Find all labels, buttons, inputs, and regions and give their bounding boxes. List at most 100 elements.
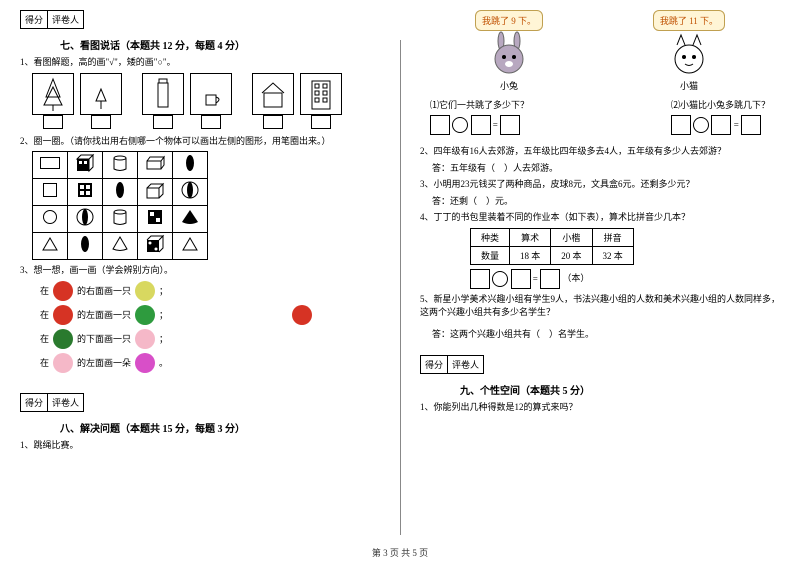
input-box[interactable] (741, 115, 761, 135)
op-box[interactable] (693, 117, 709, 133)
score-label: 得分 (21, 394, 48, 411)
text: 在 (40, 308, 49, 321)
td: 数量 (471, 246, 510, 264)
section-7-title: 七、看图说话（本题共 12 分，每题 4 分） (60, 37, 380, 52)
op-box[interactable] (492, 271, 508, 287)
dice-icon (138, 233, 173, 260)
grader-label: 评卷人 (448, 356, 483, 373)
q8-3-ans: 答：还剩（ ）元。 (432, 195, 780, 208)
building-icon (300, 73, 342, 115)
shape-match-grid (32, 151, 208, 260)
radish-icon (53, 305, 73, 325)
input-box[interactable] (711, 115, 731, 135)
lens4-icon (68, 206, 103, 233)
q7-3: 3、想一想，画一画（学会辨别方向）。 (20, 264, 380, 277)
tree-short-icon (80, 73, 122, 115)
input-box[interactable] (470, 269, 490, 289)
q8-5: 5、新星小学美术兴趣小组有学生9人，书法兴趣小组的人数和美术兴趣小组的人数同样多… (420, 293, 780, 318)
td: 18 本 (510, 246, 551, 264)
score-box-9: 得分 评卷人 (420, 355, 484, 374)
eq-row-1: = (430, 115, 529, 135)
q8-3: 3、小明用23元钱买了两种商品，皮球8元，文具盒6元。还剩多少元？ (420, 178, 780, 191)
answer-box[interactable] (201, 115, 221, 129)
sub-q2: ⑵小猫比小兔多跳几下？ = (671, 98, 770, 135)
thermos-icon (142, 73, 184, 115)
cat-label: 小猫 (680, 79, 698, 92)
cat-speech: 我跳了 11 下。 (653, 10, 725, 31)
triangle-outline-icon (33, 233, 68, 260)
op-box[interactable] (452, 117, 468, 133)
score-label: 得分 (21, 11, 48, 28)
input-box[interactable] (671, 115, 691, 135)
sub-q2-text: ⑵小猫比小兔多跳几下？ (671, 98, 770, 111)
house-icon (252, 73, 294, 115)
text: 的左面画一朵 (77, 356, 131, 369)
checker2-icon (138, 206, 173, 233)
lens-icon (173, 152, 208, 179)
sub-q1-text: ⑴它们一共跳了多少下？ (430, 98, 529, 111)
td: 32 本 (592, 246, 633, 264)
watermelon-icon (53, 329, 73, 349)
th: 拼音 (592, 228, 633, 246)
sub-q1: ⑴它们一共跳了多少下？ = (430, 98, 529, 135)
answer-box[interactable] (263, 115, 283, 129)
text: 在 (40, 332, 49, 345)
text: ； (159, 308, 168, 321)
rect-outline-icon (33, 152, 68, 179)
answer-box[interactable] (91, 115, 111, 129)
q8-1: 1、跳绳比赛。 (20, 439, 380, 452)
tree-tall-icon (32, 73, 74, 115)
flower-icon (135, 353, 155, 373)
cat-char: 我跳了 11 下。 小猫 (653, 10, 725, 92)
q7-1-images (32, 73, 380, 131)
q9-1: 1、你能列出几种得数是12的算式来吗？ (420, 401, 780, 414)
text: ； (159, 332, 168, 345)
answer-box[interactable] (311, 115, 331, 129)
q8-2-ans: 答：五年级有（ ）人去郊游。 (432, 162, 780, 175)
rabbit-icon (487, 31, 531, 79)
triangle2-icon (173, 233, 208, 260)
table-header-row: 种类 算术 小楷 拼音 (471, 228, 634, 246)
apple-float-icon (292, 305, 312, 325)
input-box[interactable] (511, 269, 531, 289)
column-divider (400, 40, 401, 535)
section-9-title: 九、个性空间（本题共 5 分） (460, 382, 780, 397)
input-box[interactable] (540, 269, 560, 289)
box-icon (138, 152, 173, 179)
q8-5-ans: 答：这两个兴趣小组共有（ ）名学生。 (432, 328, 780, 341)
fruit-line-d: 在 的左面画一朵 。 (40, 353, 380, 373)
q8-2: 2、四年级有16人去郊游，五年级比四年级多去4人，五年级有多少人去郊游？ (420, 145, 780, 158)
answer-box[interactable] (153, 115, 173, 129)
characters-row: 我跳了 9 下。 小兔 我跳了 11 下。 小猫 (420, 10, 780, 92)
fruit-line-b: 在 的左面画一只 ； (40, 305, 380, 325)
q7-1: 1、看图解题，高的画"√"，矮的画"○"。 (20, 56, 380, 69)
answer-box[interactable] (43, 115, 63, 129)
input-box[interactable] (471, 115, 491, 135)
checker-flat-icon (68, 179, 103, 206)
lens2-icon (103, 179, 138, 206)
unit-text: （本） (562, 273, 589, 283)
cuboid-icon (138, 179, 173, 206)
score-box-8: 得分 评卷人 (20, 393, 84, 412)
score-box-7: 得分 评卷人 (20, 10, 84, 29)
cone2-icon (103, 233, 138, 260)
section-8-title: 八、解决问题（本题共 15 分，每题 3 分） (60, 420, 380, 435)
fruit-line-a: 在 的右面画一只 ； (40, 281, 380, 301)
input-box[interactable] (430, 115, 450, 135)
left-column: 得分 评卷人 七、看图说话（本题共 12 分，每题 4 分） 1、看图解题，高的… (0, 0, 400, 545)
text: 的下面画一只 (77, 332, 131, 345)
grader-label: 评卷人 (48, 11, 83, 28)
circle-outline-icon (33, 206, 68, 233)
peach-icon (135, 329, 155, 349)
cone-icon (173, 206, 208, 233)
q8-4-eq: = （本） (470, 269, 780, 289)
text: 的右面画一只 (77, 284, 131, 297)
eq-row-2: = (671, 115, 770, 135)
can2-icon (103, 206, 138, 233)
right-column: 我跳了 9 下。 小兔 我跳了 11 下。 小猫 (400, 0, 800, 545)
table-data-row: 数量 18 本 20 本 32 本 (471, 246, 634, 264)
checker-cube-icon (68, 152, 103, 179)
sub-questions: ⑴它们一共跳了多少下？ = ⑵小猫比小兔多跳几下？ = (430, 98, 770, 135)
peach2-icon (53, 353, 73, 373)
input-box[interactable] (500, 115, 520, 135)
